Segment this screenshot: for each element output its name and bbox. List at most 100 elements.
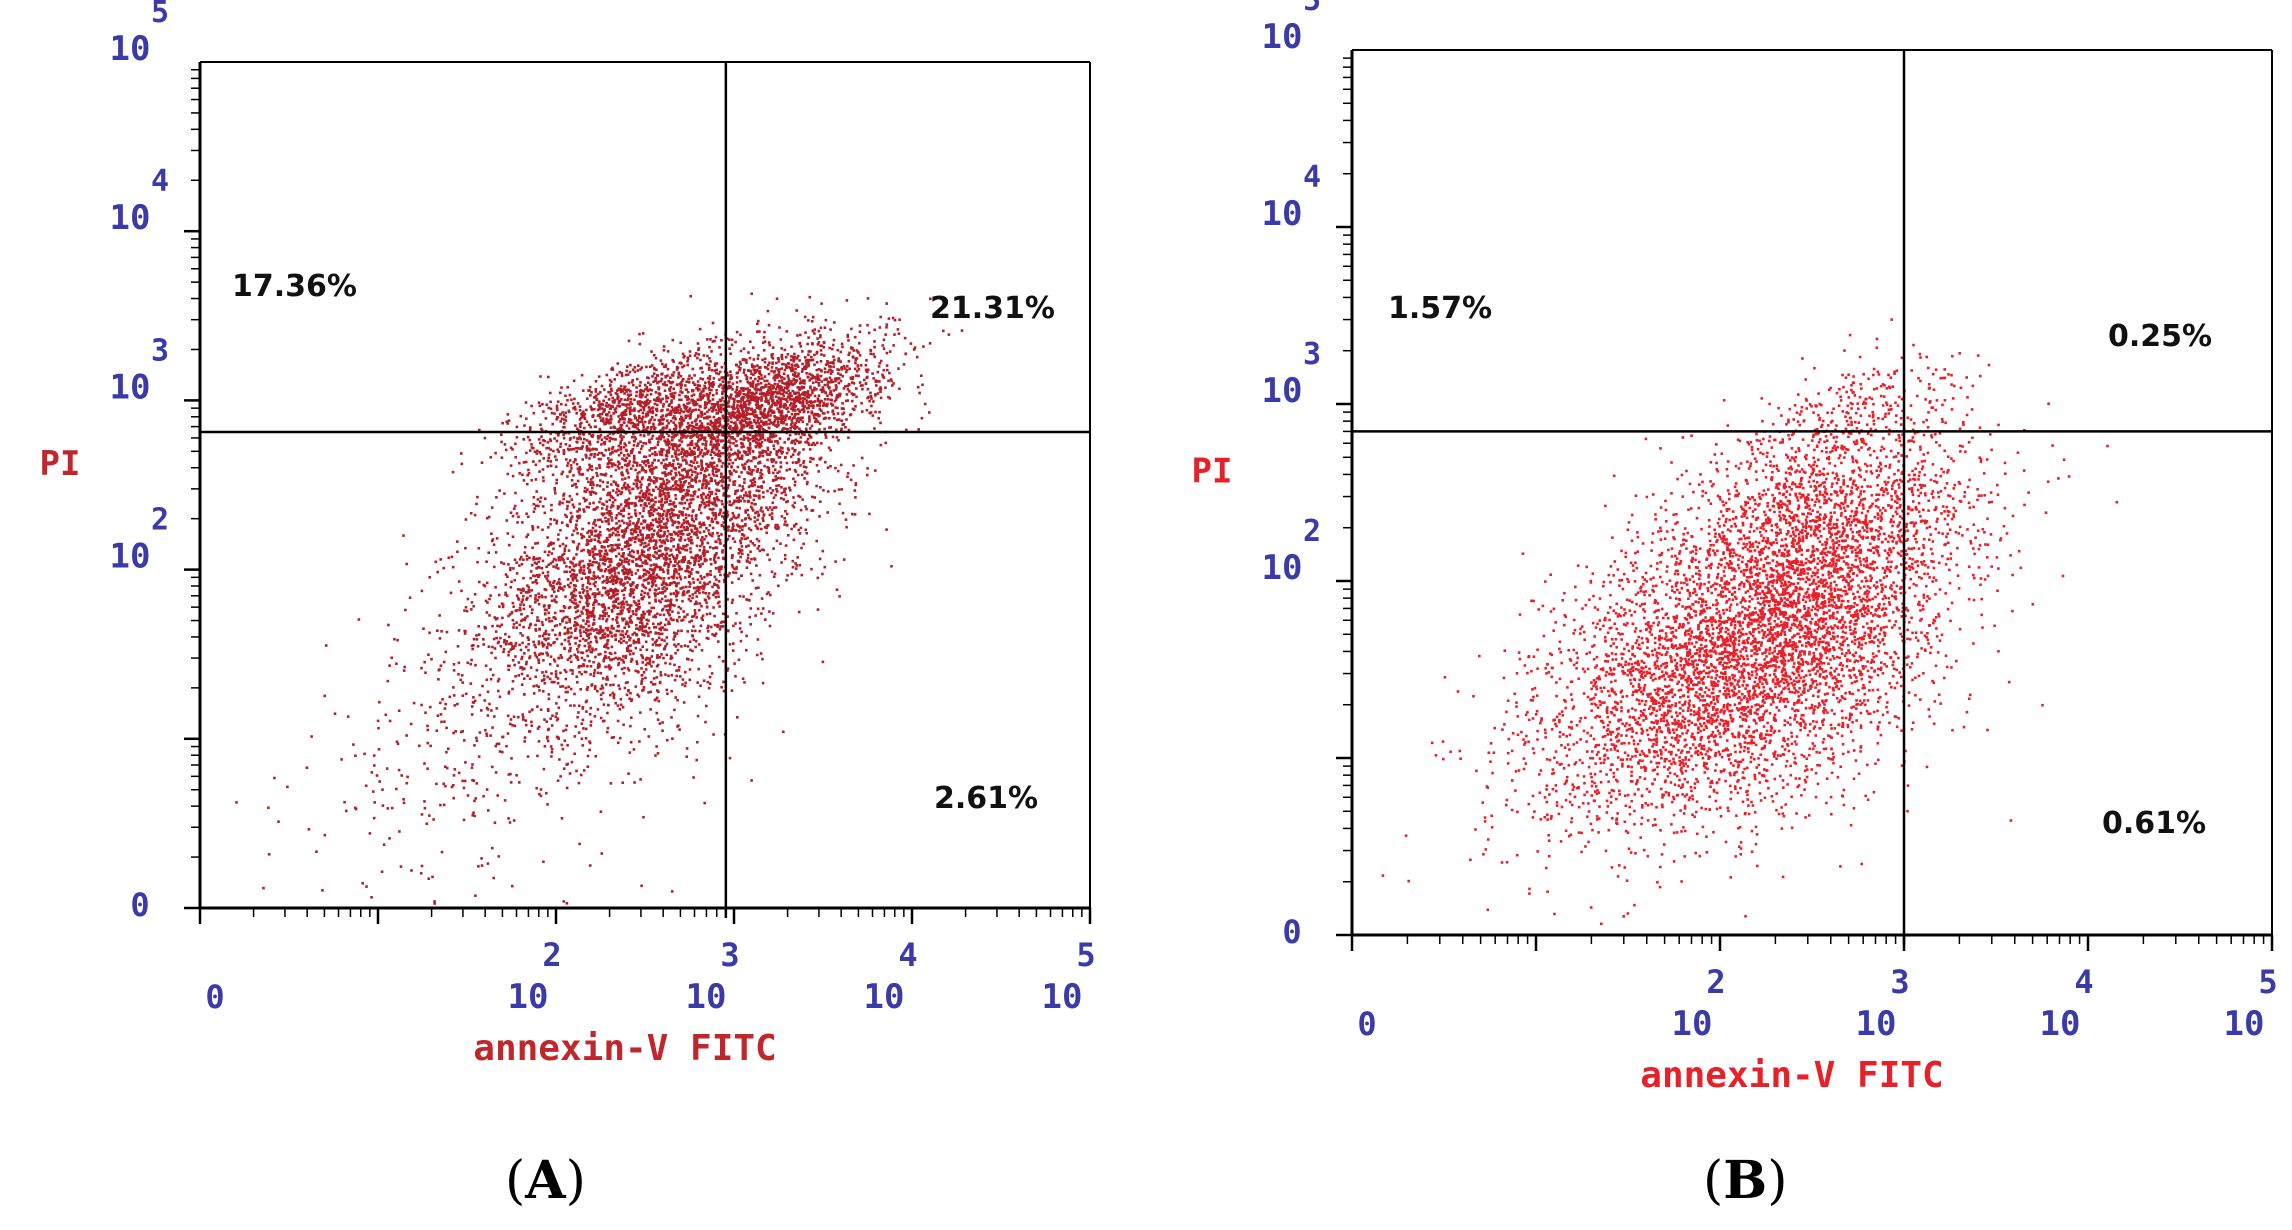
data-point [566,629,570,633]
data-point [800,386,803,390]
data-point [747,459,750,462]
data-point [442,660,446,664]
data-point [670,689,673,693]
data-point [869,348,872,352]
data-point [716,623,720,627]
data-point [707,401,711,404]
data-point [605,612,608,615]
data-point [569,687,573,691]
data-point [674,696,677,699]
data-point [663,623,667,627]
data-point [473,593,477,596]
data-point [590,468,594,472]
data-point [542,767,546,771]
data-point [765,531,768,535]
data-point [786,353,790,356]
data-point [723,580,726,584]
data-point [595,640,599,644]
data-point [705,527,708,530]
data-point [773,378,777,382]
data-point [713,623,717,627]
data-point [821,411,825,415]
data-point [628,489,631,492]
data-point [801,362,804,366]
data-point [640,589,644,593]
data-point [601,610,605,613]
data-point [744,405,747,408]
data-point [553,641,556,644]
data-point [639,529,642,532]
data-point [673,391,677,395]
data-point [866,387,870,391]
data-point [520,672,524,676]
data-point [600,545,604,548]
data-point [633,530,636,534]
data-point [645,570,648,573]
data-point [652,503,656,506]
data-point [771,346,775,349]
data-point [628,460,631,463]
data-point [599,625,602,628]
data-point [703,575,706,579]
data-point [795,391,799,395]
data-point [589,483,592,487]
data-point [846,365,849,368]
data-point [720,685,723,689]
data-point [578,639,582,643]
data-point [551,628,554,632]
data-point [586,634,589,637]
data-point [797,460,800,464]
data-point [470,601,474,604]
data-point [592,491,596,494]
data-point [539,496,543,499]
data-point [757,422,761,425]
data-point [612,657,615,661]
data-point [634,646,638,650]
data-point [470,644,474,648]
data-point [732,524,735,528]
data-point [844,518,848,521]
data-point [678,466,681,469]
data-point [628,638,631,642]
data-point [598,591,601,594]
data-point [511,619,515,622]
data-point [534,542,537,545]
data-point [698,434,702,437]
data-point [599,810,603,813]
data-point [507,563,510,566]
data-point [471,701,475,704]
data-point [498,489,501,492]
data-point [566,615,569,619]
data-point [544,618,548,621]
data-point [636,627,640,630]
data-point [657,518,661,521]
data-point [582,565,586,568]
data-point [851,399,854,403]
data-point [550,552,554,555]
data-point [691,498,695,501]
data-point [749,623,752,626]
data-point [652,533,655,536]
data-point [726,669,729,672]
data-point [581,534,584,538]
data-point [809,377,813,380]
data-point [738,594,742,598]
data-point [540,567,544,570]
data-point [651,434,655,438]
data-point [665,609,669,612]
data-point [715,552,718,555]
data-point [662,656,665,660]
data-point [570,600,574,603]
data-point [652,606,655,610]
data-point [714,595,718,599]
data-point [666,692,669,696]
data-point [632,600,636,603]
data-point [619,445,623,449]
data-point [590,533,593,536]
data-point [612,627,615,630]
data-point [573,624,576,627]
data-point [681,593,685,597]
data-point [627,553,630,556]
data-point [787,393,790,396]
data-point [709,479,712,483]
